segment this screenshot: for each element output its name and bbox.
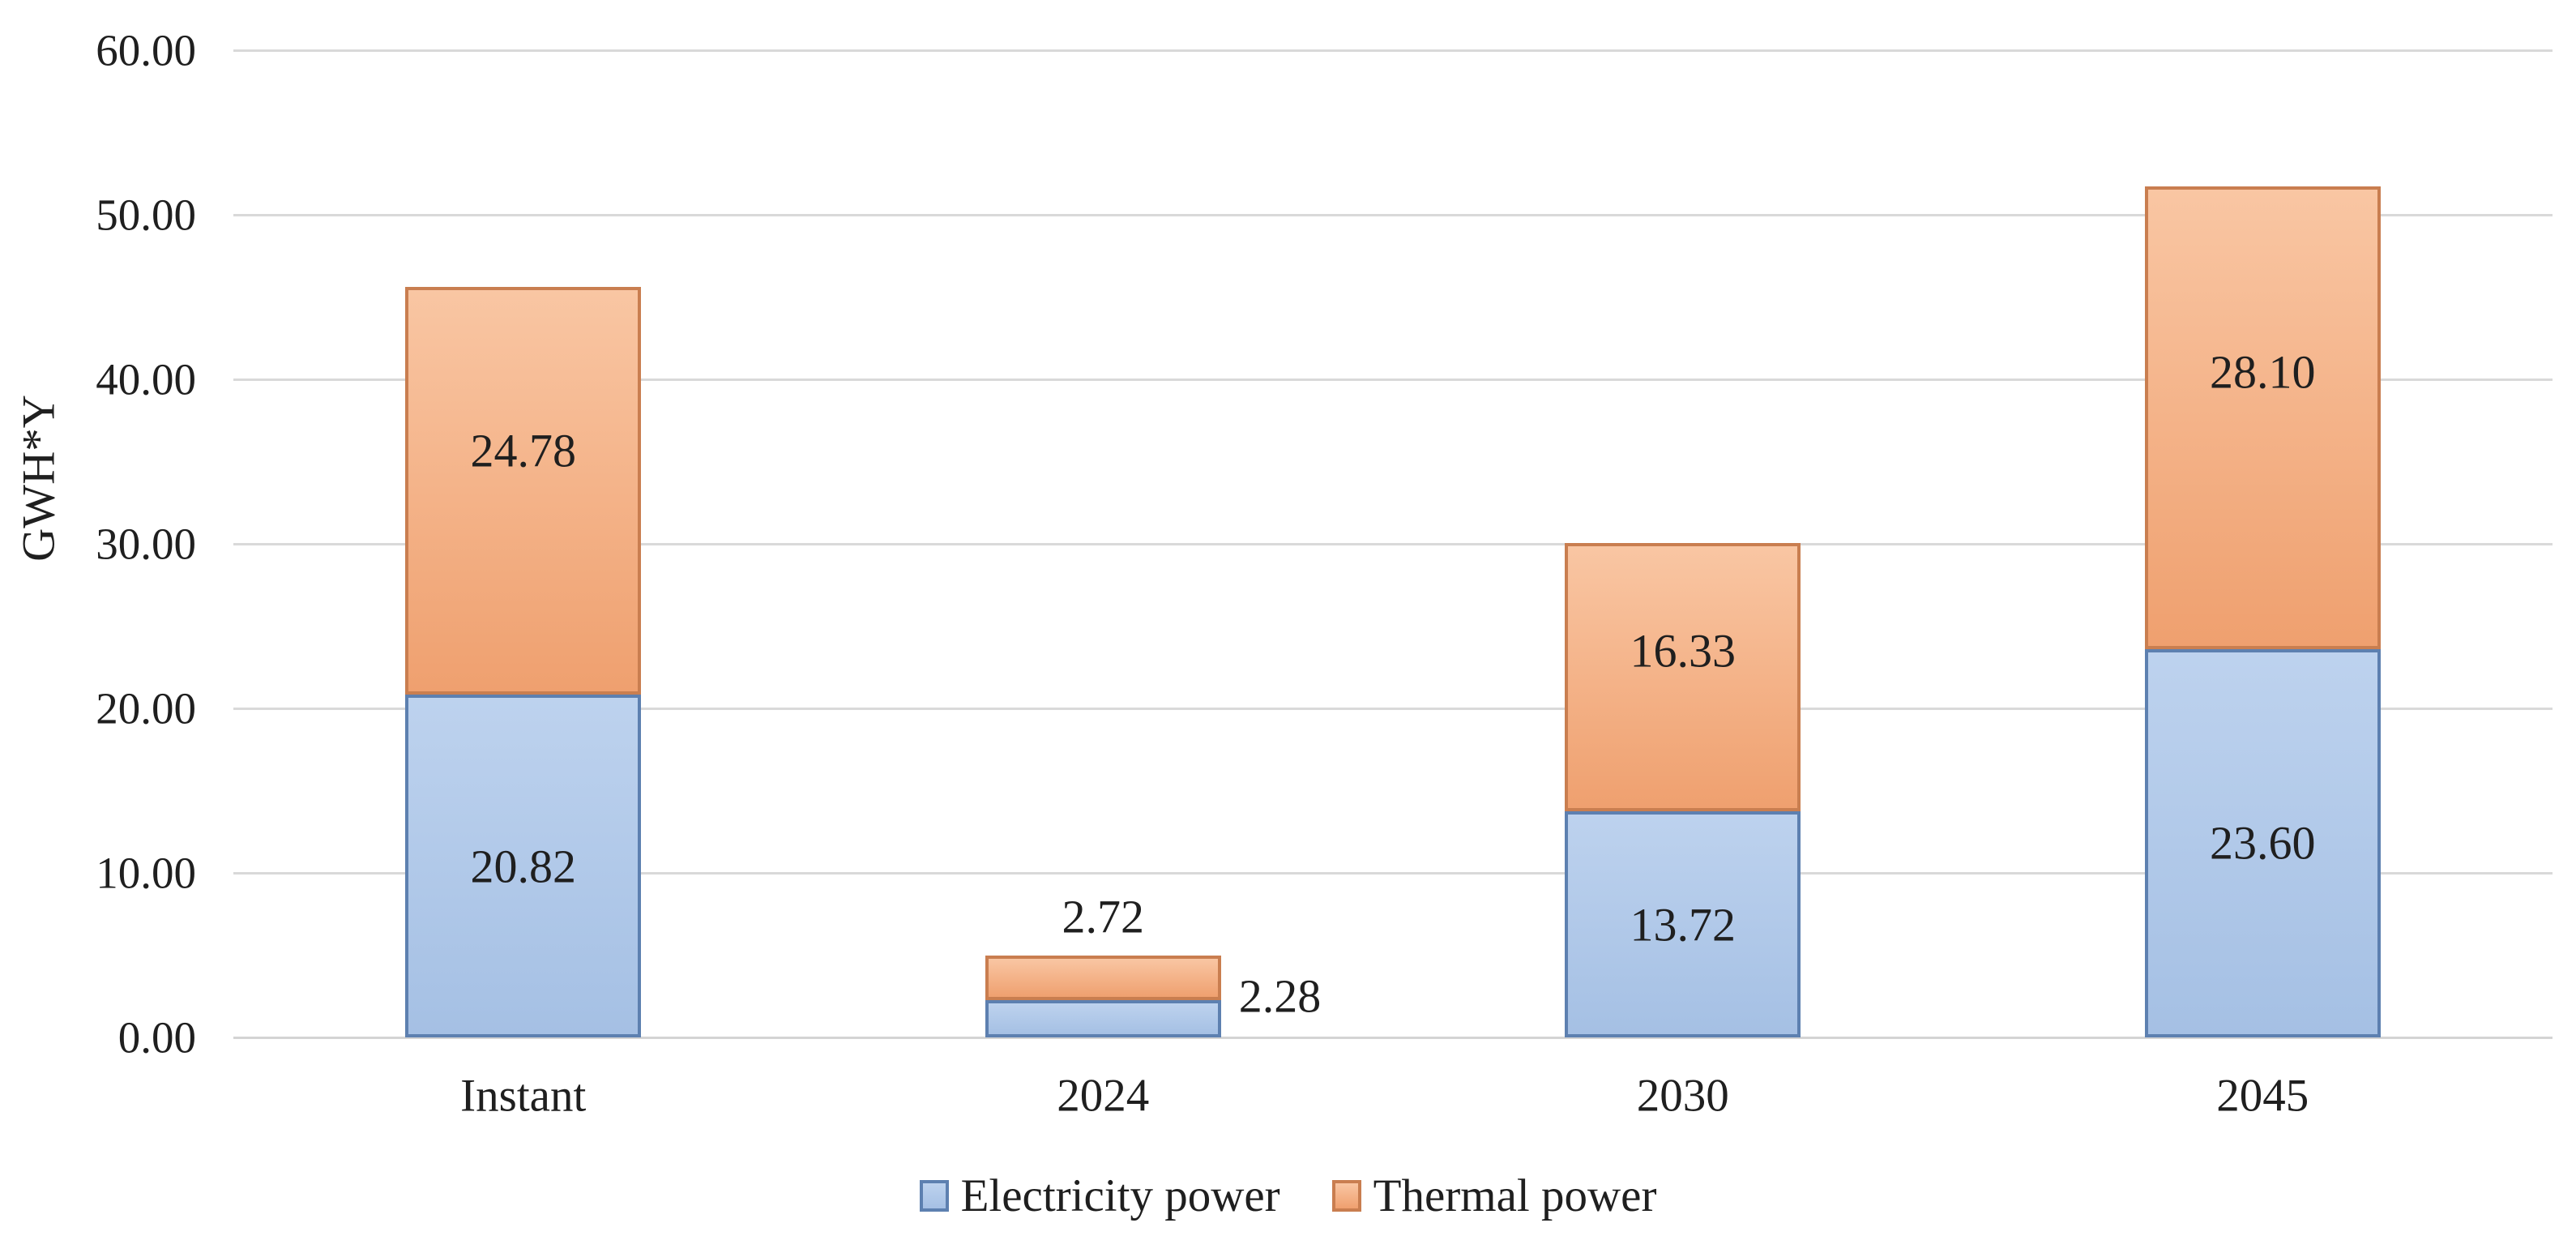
y-tick-label: 10.00: [96, 848, 196, 898]
bar-segment-thermal-power-2030: [1565, 542, 1801, 812]
data-label-electricity-power-2045: 23.60: [2210, 816, 2316, 870]
gridline: [233, 49, 2553, 52]
gridline: [233, 871, 2553, 875]
y-tick-label: 40.00: [96, 354, 196, 404]
legend-label-electricity-power: Electricity power: [960, 1170, 1280, 1221]
legend-swatch-thermal-power-icon: [1331, 1180, 1361, 1212]
data-label-thermal-power-instant: 24.78: [470, 424, 577, 477]
gridline: [233, 378, 2553, 381]
x-category-label-2024: 2024: [1057, 1070, 1150, 1122]
legend-item-thermal-power: Thermal power: [1331, 1170, 1657, 1222]
x-category-label-2030: 2030: [1636, 1070, 1729, 1122]
x-category-label-2045: 2045: [2216, 1070, 2309, 1122]
legend-swatch-electricity-power-icon: [919, 1180, 949, 1212]
data-label-electricity-power-instant: 20.82: [470, 840, 577, 893]
bar-segment-electricity-power-2024: [985, 999, 1221, 1037]
bar-segment-thermal-power-instant: [405, 287, 642, 695]
data-label-electricity-power-2030: 13.72: [1630, 898, 1737, 952]
y-tick-label: 50.00: [96, 190, 196, 240]
x-category-label-instant: Instant: [460, 1070, 587, 1122]
gridline: [233, 542, 2553, 545]
gridline: [233, 707, 2553, 710]
data-label-thermal-power-2024: 2.72: [1062, 890, 1145, 943]
y-tick-label: 60.00: [96, 25, 196, 75]
data-label-thermal-power-2045: 28.10: [2210, 345, 2316, 399]
bar-segment-electricity-power-2030: [1565, 811, 1801, 1037]
x-axis-line: [233, 1036, 2553, 1039]
y-tick-label: 20.00: [96, 683, 196, 733]
bar-segment-electricity-power-instant: [405, 695, 642, 1037]
y-tick-label: 0.00: [117, 1012, 196, 1063]
y-tick-label: 30.00: [96, 519, 196, 569]
bar-segment-thermal-power-2024: [985, 955, 1221, 1000]
legend-item-electricity-power: Electricity power: [919, 1170, 1280, 1222]
legend: Electricity power Thermal power: [0, 1170, 2576, 1222]
gridline: [233, 213, 2553, 216]
legend-label-thermal-power: Thermal power: [1373, 1170, 1657, 1221]
data-label-thermal-power-2030: 16.33: [1630, 624, 1737, 678]
data-label-electricity-power-2024: 2.28: [1238, 969, 1322, 1023]
bar-segment-electricity-power-2045: [2144, 648, 2381, 1037]
bar-segment-thermal-power-2045: [2144, 186, 2381, 649]
